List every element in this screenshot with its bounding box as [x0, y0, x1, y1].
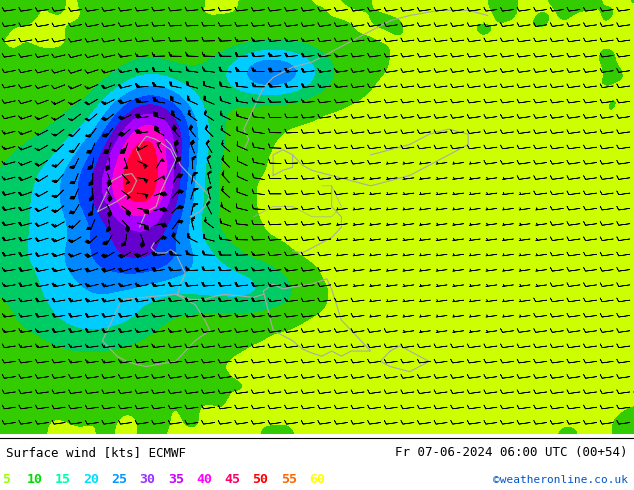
Text: 50: 50 [252, 473, 269, 487]
Text: 45: 45 [224, 473, 240, 487]
Text: 40: 40 [196, 473, 212, 487]
Text: 60: 60 [309, 473, 325, 487]
Text: 30: 30 [139, 473, 155, 487]
Text: 35: 35 [168, 473, 184, 487]
Text: 25: 25 [112, 473, 127, 487]
Text: Surface wind [kts] ECMWF: Surface wind [kts] ECMWF [6, 446, 186, 459]
Text: ©weatheronline.co.uk: ©weatheronline.co.uk [493, 475, 628, 485]
Text: 5: 5 [3, 473, 10, 487]
Text: 20: 20 [83, 473, 99, 487]
Text: 15: 15 [55, 473, 71, 487]
Text: 55: 55 [281, 473, 297, 487]
Text: Fr 07-06-2024 06:00 UTC (00+54): Fr 07-06-2024 06:00 UTC (00+54) [395, 446, 628, 459]
Text: 10: 10 [27, 473, 42, 487]
